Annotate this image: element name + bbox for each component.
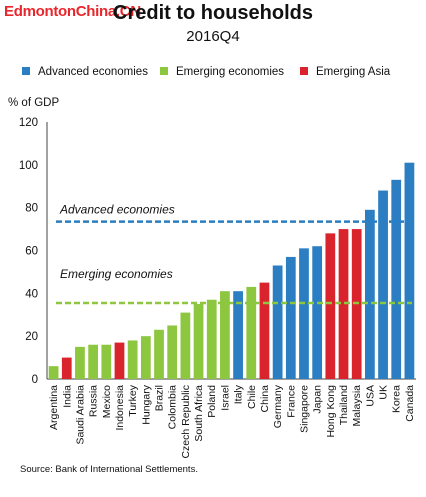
chart-title: Credit to households xyxy=(113,2,313,24)
legend-label: Emerging economies xyxy=(176,66,284,78)
bar xyxy=(127,340,138,379)
bar xyxy=(101,344,112,379)
bar xyxy=(404,162,415,379)
x-tick-label: Mexico xyxy=(101,385,113,418)
x-tick-label: Saudi Arabia xyxy=(74,385,86,445)
bar xyxy=(338,229,349,379)
y-tick-label: 60 xyxy=(25,246,38,258)
x-tick-label: Brazil xyxy=(154,385,166,411)
legend-label: Advanced economies xyxy=(38,66,148,78)
x-tick-label: Poland xyxy=(206,385,218,418)
bar xyxy=(312,246,323,379)
bar xyxy=(246,286,257,379)
x-tick-label: Canada xyxy=(404,385,416,422)
bar xyxy=(75,346,85,379)
x-tick-label: Germany xyxy=(272,384,284,428)
x-tick-label: Colombia xyxy=(167,385,179,430)
x-tick-label: Japan xyxy=(312,385,324,414)
bar xyxy=(61,357,72,379)
x-tick-label: Malaysia xyxy=(351,385,363,427)
y-tick-label: 100 xyxy=(19,160,38,172)
x-tick-label: Hungary xyxy=(140,384,152,424)
bar xyxy=(391,179,402,379)
bar xyxy=(88,344,99,379)
bar xyxy=(154,329,164,379)
x-tick-label: China xyxy=(259,385,271,413)
bar xyxy=(325,233,336,379)
x-tick-label: India xyxy=(61,385,73,408)
reference-line-label: Advanced economies xyxy=(59,203,175,217)
bar xyxy=(299,248,309,379)
y-axis-label: % of GDP xyxy=(8,97,59,109)
x-tick-label: USA xyxy=(364,385,376,407)
bar xyxy=(259,282,270,379)
x-tick-label: Hong Kong xyxy=(325,385,337,438)
x-tick-label: Argentina xyxy=(48,385,60,430)
x-tick-label: Czech Republic xyxy=(180,385,192,459)
bar xyxy=(233,291,243,379)
bar xyxy=(48,366,59,379)
x-tick-label: Singapore xyxy=(298,385,310,433)
x-tick-label: UK xyxy=(378,385,390,400)
legend-swatch xyxy=(300,67,308,75)
bar xyxy=(220,291,230,379)
x-tick-label: Indonesia xyxy=(114,385,126,431)
x-tick-label: South Africa xyxy=(193,385,205,442)
bar xyxy=(272,265,283,379)
x-tick-label: Chile xyxy=(246,385,258,409)
bar xyxy=(167,325,178,379)
x-tick-label: Turkey xyxy=(127,384,139,416)
bar xyxy=(378,190,388,379)
bar xyxy=(180,312,191,379)
bar xyxy=(140,336,151,379)
x-tick-label: Russia xyxy=(88,385,100,417)
bar xyxy=(206,299,217,379)
y-tick-label: 0 xyxy=(32,374,38,386)
legend-swatch xyxy=(160,67,168,75)
bar xyxy=(364,209,375,379)
chart-subtitle: 2016Q4 xyxy=(186,28,240,45)
watermark: EdmontonChina.CN xyxy=(4,3,141,20)
y-tick-label: 120 xyxy=(19,117,38,129)
x-tick-label: Italy xyxy=(233,384,245,404)
x-tick-label: Israel xyxy=(219,385,231,411)
legend-swatch xyxy=(22,67,30,75)
x-tick-label: Thailand xyxy=(338,385,350,425)
bar xyxy=(285,256,296,379)
source-note: Source: Bank of International Settlement… xyxy=(20,464,198,475)
reference-line-label: Emerging economies xyxy=(60,267,173,281)
x-tick-label: Korea xyxy=(391,385,403,413)
y-tick-label: 80 xyxy=(25,203,38,215)
y-tick-label: 40 xyxy=(25,288,38,300)
y-tick-label: 20 xyxy=(25,331,38,343)
legend-label: Emerging Asia xyxy=(316,66,391,78)
x-tick-label: France xyxy=(285,385,297,418)
bar xyxy=(114,342,125,379)
bar xyxy=(193,304,204,379)
